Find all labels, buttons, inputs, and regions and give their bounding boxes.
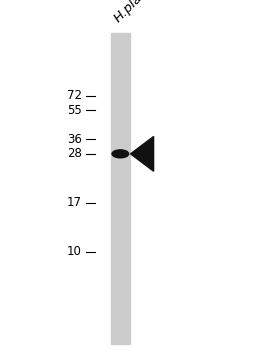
Text: 10: 10 — [67, 245, 82, 258]
Text: 55: 55 — [67, 104, 82, 117]
Text: H.plasma: H.plasma — [111, 0, 164, 25]
Text: 36: 36 — [67, 133, 82, 146]
Text: 28: 28 — [67, 147, 82, 160]
Ellipse shape — [112, 150, 129, 158]
Text: 72: 72 — [67, 89, 82, 102]
Text: 17: 17 — [67, 196, 82, 209]
Bar — [111, 33, 130, 344]
Polygon shape — [131, 136, 154, 171]
